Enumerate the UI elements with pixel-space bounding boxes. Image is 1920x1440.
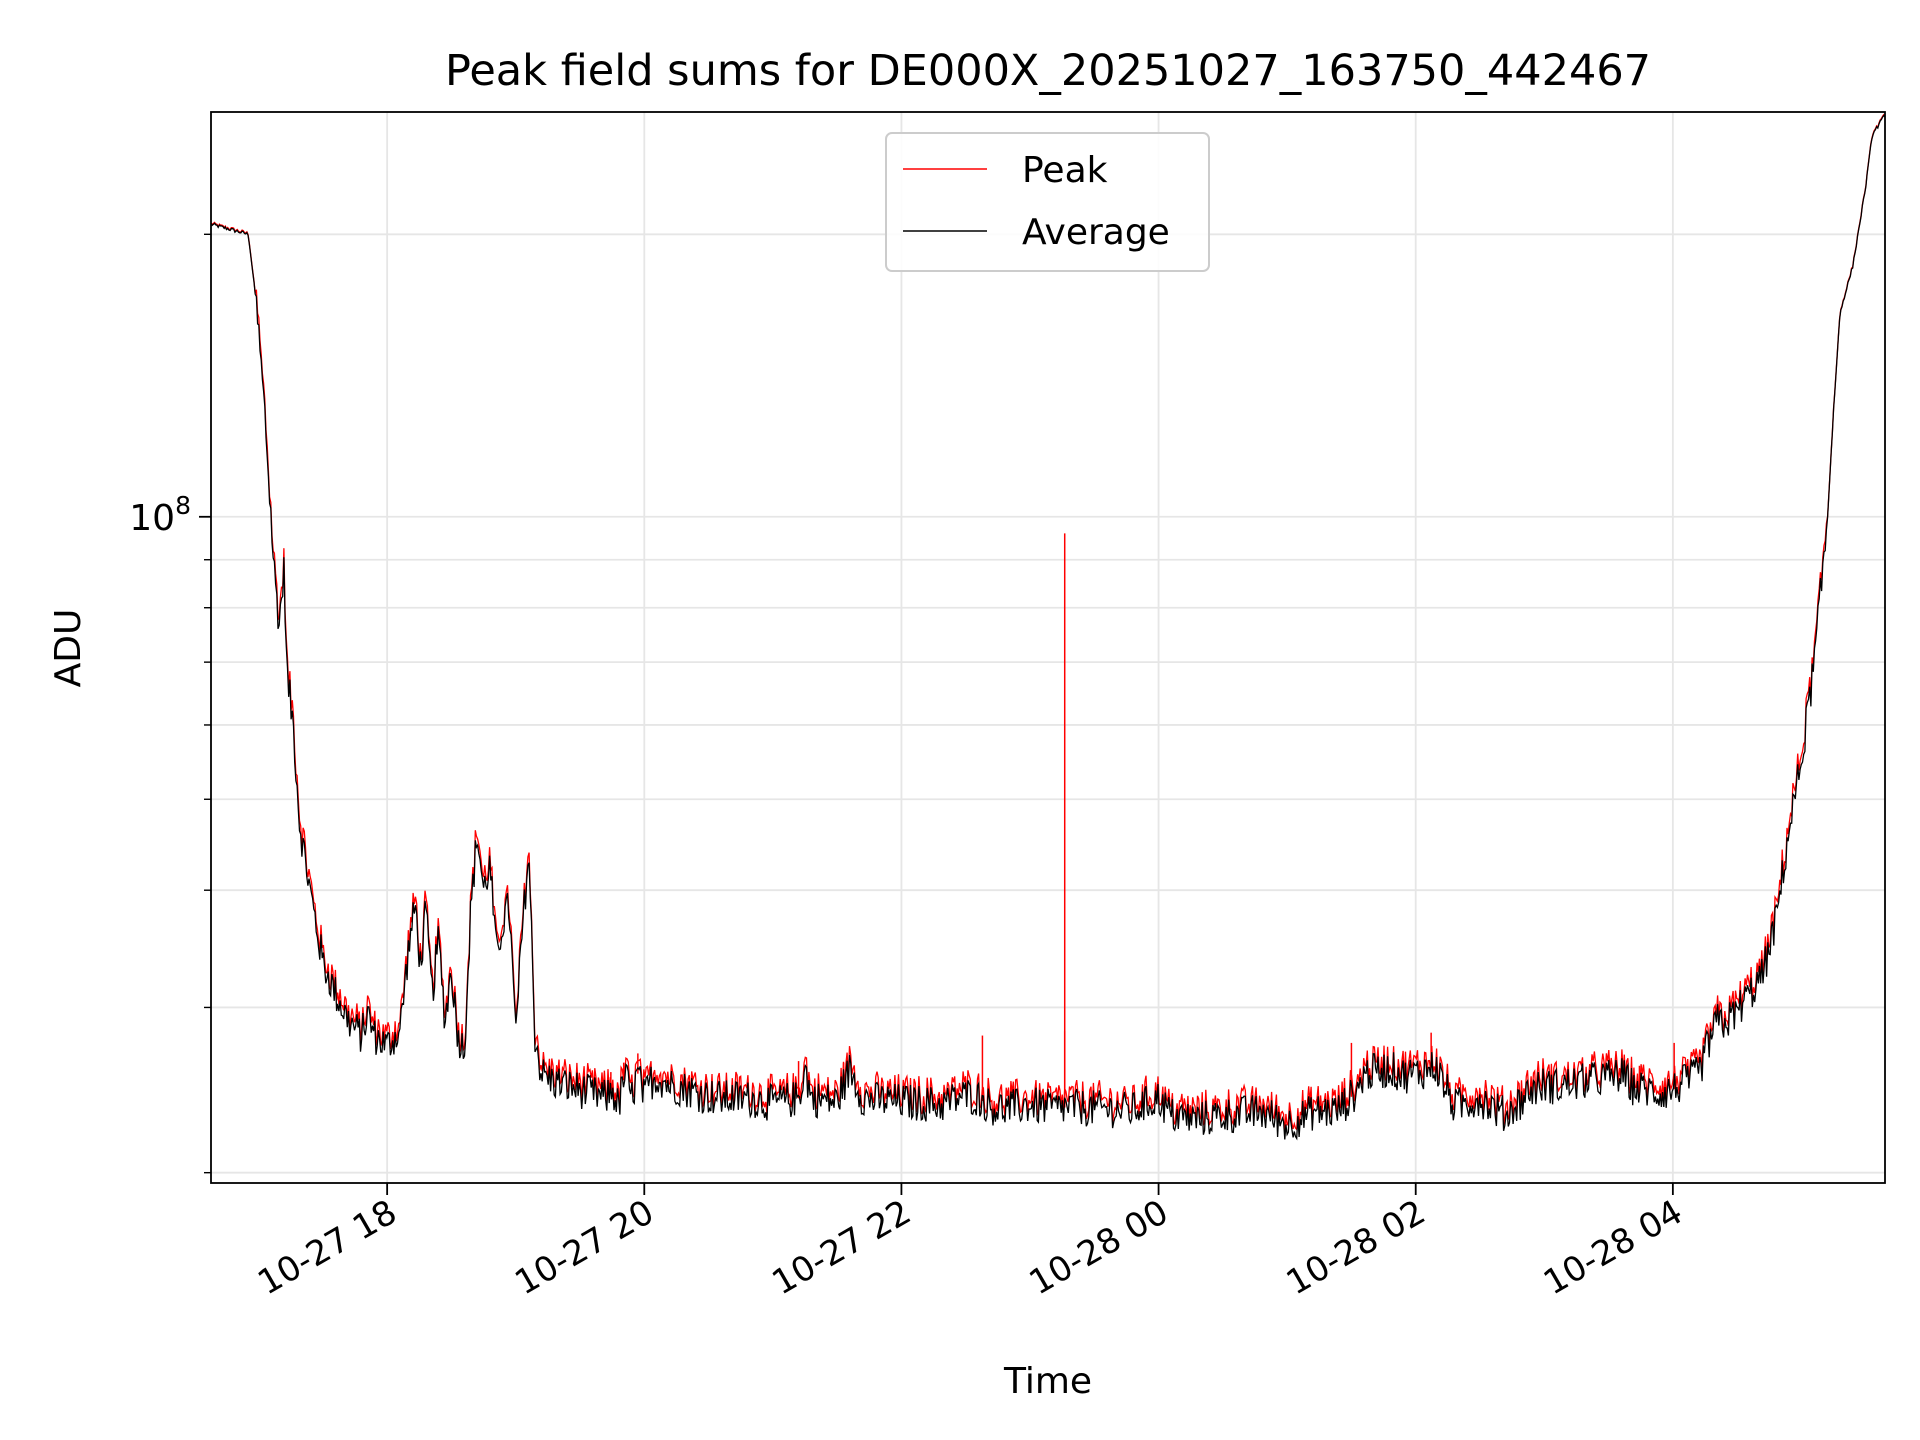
x-axis-label: Time [1003,1361,1092,1402]
chart-title: Peak field sums for DE000X_20251027_1637… [445,46,1651,96]
plot-frame [210,111,1886,1184]
grid [211,112,1885,1183]
y-tick-label: 108 [129,491,191,539]
average-line [210,114,1886,1141]
y-axis-label: ADU [48,609,89,688]
peak-line [210,113,1886,1134]
y-axis: 108 [129,233,211,1174]
peak-series [210,113,1886,1134]
legend-box [885,132,1210,272]
legend-average-label: Average [1022,212,1170,253]
average-series [210,114,1886,1141]
legend: Peak Average [885,132,1210,272]
legend-peak-label: Peak [1022,150,1108,191]
